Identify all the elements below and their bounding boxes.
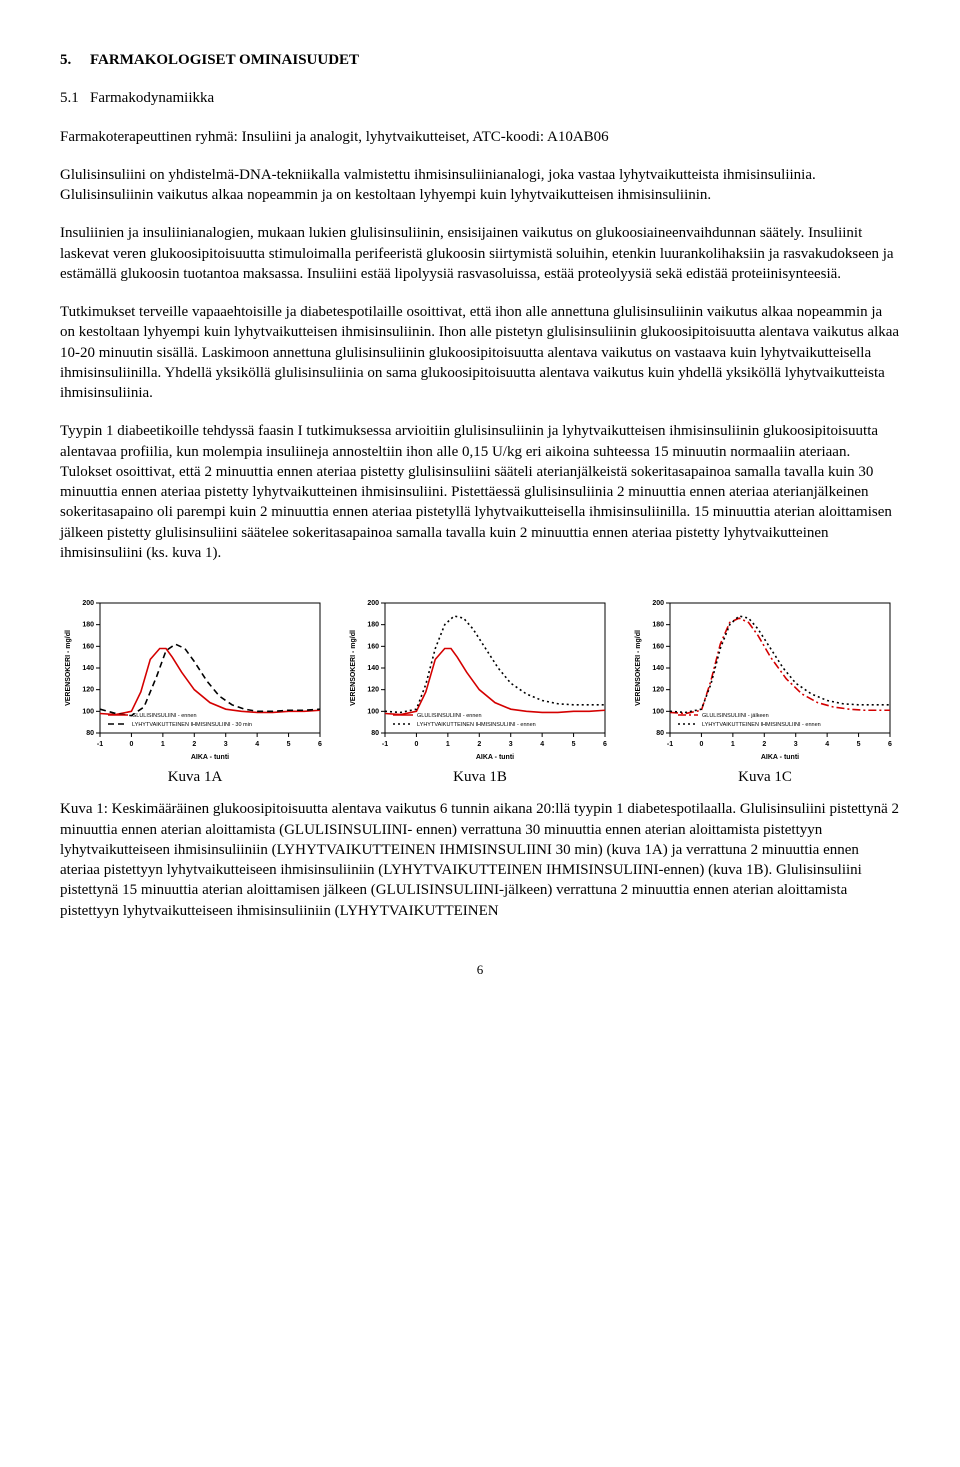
svg-text:140: 140 bbox=[652, 665, 664, 672]
svg-text:5: 5 bbox=[287, 741, 291, 748]
svg-text:140: 140 bbox=[367, 665, 379, 672]
svg-text:120: 120 bbox=[367, 687, 379, 694]
chart-caption: Kuva 1C bbox=[738, 767, 792, 787]
line-chart: 80 100 120 140 160 180 200 -1 0 1 2 3 4 5 6 VERENSOKERI… bbox=[60, 593, 330, 763]
chart-caption: Kuva 1A bbox=[168, 767, 223, 787]
svg-text:3: 3 bbox=[509, 741, 513, 748]
svg-text:6: 6 bbox=[603, 741, 607, 748]
body-paragraph: Glulisinsuliini on yhdistelmä-DNA-teknii… bbox=[60, 165, 900, 206]
svg-text:5: 5 bbox=[572, 741, 576, 748]
svg-text:5: 5 bbox=[857, 741, 861, 748]
svg-text:AIKA - tunti: AIKA - tunti bbox=[761, 754, 799, 761]
svg-text:6: 6 bbox=[888, 741, 892, 748]
section-number: 5. bbox=[60, 52, 71, 68]
line-chart: 80 100 120 140 160 180 200 -1 0 1 2 3 4 5 6 VERENSOKERI… bbox=[345, 593, 615, 763]
svg-text:AIKA - tunti: AIKA - tunti bbox=[191, 754, 229, 761]
section-heading: 5. FARMAKOLOGISET OMINAISUUDET bbox=[60, 50, 900, 70]
svg-text:80: 80 bbox=[86, 730, 94, 737]
chart-caption: Kuva 1B bbox=[453, 767, 507, 787]
svg-text:200: 200 bbox=[82, 600, 94, 607]
svg-text:100: 100 bbox=[82, 708, 94, 715]
svg-text:0: 0 bbox=[414, 741, 418, 748]
body-paragraph: Farmakoterapeuttinen ryhmä: Insuliini ja… bbox=[60, 127, 900, 147]
svg-text:LYHYTVAIKUTTEINEN IHMISINSULII: LYHYTVAIKUTTEINEN IHMISINSULIINI - ennen bbox=[702, 722, 821, 728]
svg-text:80: 80 bbox=[371, 730, 379, 737]
subsection-number: 5.1 bbox=[60, 90, 79, 106]
chart-wrap: 80 100 120 140 160 180 200 -1 0 1 2 3 4 5 6 VERENSOKERI… bbox=[345, 593, 615, 787]
svg-text:LYHYTVAIKUTTEINEN IHMISINSULII: LYHYTVAIKUTTEINEN IHMISINSULIINI - 30 mi… bbox=[132, 722, 252, 728]
svg-text:160: 160 bbox=[82, 643, 94, 650]
svg-text:200: 200 bbox=[367, 600, 379, 607]
svg-text:0: 0 bbox=[699, 741, 703, 748]
svg-text:4: 4 bbox=[255, 741, 259, 748]
svg-text:VERENSOKERI - mg/dl: VERENSOKERI - mg/dl bbox=[635, 630, 642, 706]
svg-text:4: 4 bbox=[540, 741, 544, 748]
subsection-heading: 5.1 Farmakodynamiikka bbox=[60, 88, 900, 108]
svg-text:180: 180 bbox=[82, 622, 94, 629]
section-title: FARMAKOLOGISET OMINAISUUDET bbox=[90, 52, 359, 68]
svg-text:-1: -1 bbox=[97, 741, 103, 748]
charts-row: 80100120140160180200-10123456VERENSOKERI… bbox=[60, 593, 900, 787]
svg-text:200: 200 bbox=[652, 600, 664, 607]
chart-wrap: 80 100 120 140 160 180 200 -1 0 1 2 3 4 5 6 VERENSOKERI… bbox=[60, 593, 330, 787]
svg-text:100: 100 bbox=[652, 708, 664, 715]
svg-text:180: 180 bbox=[652, 622, 664, 629]
svg-text:2: 2 bbox=[477, 741, 481, 748]
svg-text:0: 0 bbox=[129, 741, 133, 748]
svg-text:2: 2 bbox=[762, 741, 766, 748]
svg-text:2: 2 bbox=[192, 741, 196, 748]
svg-text:4: 4 bbox=[825, 741, 829, 748]
svg-text:1: 1 bbox=[731, 741, 735, 748]
svg-text:6: 6 bbox=[318, 741, 322, 748]
body-paragraph: Tyypin 1 diabeetikoille tehdyssä faasin … bbox=[60, 421, 900, 563]
svg-text:120: 120 bbox=[652, 687, 664, 694]
subsection-title: Farmakodynamiikka bbox=[90, 90, 214, 106]
svg-text:VERENSOKERI - mg/dl: VERENSOKERI - mg/dl bbox=[65, 630, 72, 706]
svg-text:-1: -1 bbox=[382, 741, 388, 748]
svg-text:180: 180 bbox=[367, 622, 379, 629]
svg-text:GLULISINSULIINI - ennen: GLULISINSULIINI - ennen bbox=[132, 713, 197, 719]
svg-text:3: 3 bbox=[224, 741, 228, 748]
body-paragraph: Insuliinien ja insuliinianalogien, mukaa… bbox=[60, 223, 900, 284]
svg-text:160: 160 bbox=[367, 643, 379, 650]
svg-text:VERENSOKERI - mg/dl: VERENSOKERI - mg/dl bbox=[350, 630, 357, 706]
svg-text:100: 100 bbox=[367, 708, 379, 715]
svg-text:GLULISINSULIINI - ennen: GLULISINSULIINI - ennen bbox=[417, 713, 482, 719]
svg-text:1: 1 bbox=[446, 741, 450, 748]
svg-text:GLULISINSULIINI - jälkeen: GLULISINSULIINI - jälkeen bbox=[702, 713, 769, 719]
figure-caption-paragraph: Kuva 1: Keskimääräinen glukoosipitoisuut… bbox=[60, 799, 900, 921]
svg-text:80: 80 bbox=[656, 730, 664, 737]
svg-text:1: 1 bbox=[161, 741, 165, 748]
svg-text:-1: -1 bbox=[667, 741, 673, 748]
line-chart: 80 100 120 140 160 180 200 -1 0 1 2 3 4 5 6 VERENSOKERI… bbox=[630, 593, 900, 763]
svg-text:AIKA - tunti: AIKA - tunti bbox=[476, 754, 514, 761]
body-paragraph: Tutkimukset terveille vapaaehtoisille ja… bbox=[60, 302, 900, 403]
svg-text:140: 140 bbox=[82, 665, 94, 672]
chart-wrap: 80 100 120 140 160 180 200 -1 0 1 2 3 4 5 6 VERENSOKERI… bbox=[630, 593, 900, 787]
svg-text:LYHYTVAIKUTTEINEN IHMISINSULII: LYHYTVAIKUTTEINEN IHMISINSULIINI - ennen bbox=[417, 722, 536, 728]
svg-text:120: 120 bbox=[82, 687, 94, 694]
page-number: 6 bbox=[60, 961, 900, 979]
svg-text:160: 160 bbox=[652, 643, 664, 650]
svg-text:3: 3 bbox=[794, 741, 798, 748]
